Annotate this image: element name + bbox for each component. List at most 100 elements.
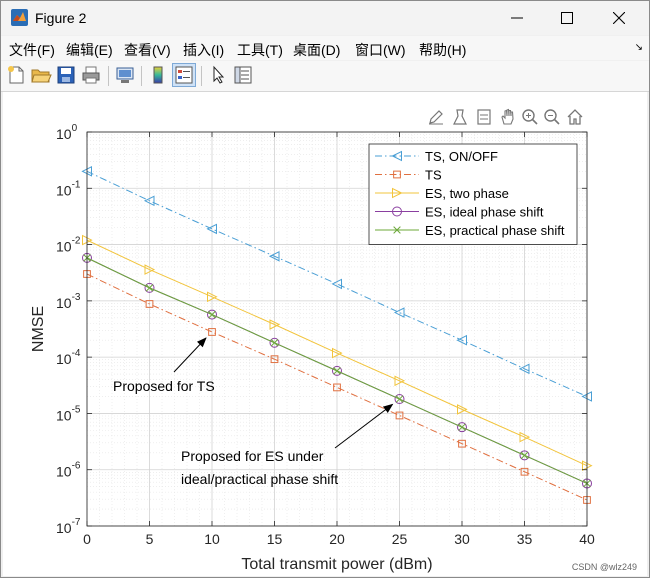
menu-help[interactable]: 帮助(H) [419, 42, 467, 58]
menu-file[interactable]: 文件(F) [9, 42, 55, 58]
data-point [207, 309, 217, 320]
data-point [393, 170, 401, 179]
legend-label: ES, two phase [425, 186, 509, 201]
data-point [520, 467, 529, 476]
data-point [145, 284, 154, 292]
y-tick-label: 10-7 [56, 517, 81, 536]
legend-label: TS [425, 168, 442, 183]
menu-edit[interactable]: 编辑(E) [66, 42, 113, 58]
data-point [144, 282, 155, 293]
series-line [86, 170, 588, 397]
series-5 [83, 254, 591, 488]
matlab-logo-icon [11, 9, 28, 26]
annotation-arrow [173, 337, 207, 373]
data-point [207, 291, 218, 303]
save-icon[interactable] [55, 64, 77, 86]
new-figure-icon[interactable] [5, 64, 27, 86]
data-point [268, 250, 280, 262]
annotation-text: Proposed for TS [113, 378, 215, 394]
series-1 [81, 166, 592, 402]
data-point [518, 363, 530, 375]
figure-canvas: 0 5 10 15 20 25 30 35 40 100 10-1 10-2 10-3 10-4 10-5 1… [3, 92, 647, 576]
menu-view[interactable]: 查看(V) [124, 42, 171, 58]
data-point [269, 337, 280, 348]
data-point [208, 310, 216, 319]
menu-dock-arrow-icon[interactable]: ↘ [634, 42, 643, 53]
edit-icon[interactable] [427, 108, 445, 126]
series-line [86, 239, 588, 467]
y-tick-label: 10-6 [56, 461, 81, 480]
y-tick-label: 10-3 [56, 292, 81, 311]
data-point [395, 395, 404, 403]
data-point [458, 439, 466, 448]
close-icon [613, 12, 625, 24]
data-point [333, 383, 341, 392]
colorbar-icon[interactable] [147, 64, 169, 86]
x-tick-label: 5 [146, 531, 154, 547]
brush-icon[interactable] [451, 108, 469, 126]
x-tick-label: 20 [329, 531, 345, 547]
link-figure-icon[interactable] [114, 64, 136, 86]
window-title: Figure 2 [35, 10, 87, 26]
data-point [270, 355, 279, 364]
x-tick-label: 0 [83, 531, 91, 547]
x-tick-label: 30 [454, 531, 470, 547]
data-point [393, 226, 401, 234]
data-point [392, 206, 402, 217]
toolbar-separator [141, 66, 142, 86]
data-point [331, 278, 342, 290]
legend: TS, ON/OFF TS ES, two phase ES, ideal phase… [368, 143, 578, 245]
data-point [456, 334, 467, 346]
nmse-chart[interactable]: 0 5 10 15 20 25 30 35 40 100 10-1 10-2 10-3 10-4 10-5 1… [3, 92, 647, 576]
data-point [269, 319, 281, 330]
menu-window[interactable]: 窗口(W) [355, 42, 406, 58]
data-point [206, 223, 217, 235]
x-tick-label: 15 [267, 531, 283, 547]
data-point [458, 423, 466, 431]
pointer-icon[interactable] [207, 64, 229, 86]
legend-label: ES, ideal phase shift [425, 205, 544, 220]
legend-label: TS, ON/OFF [425, 149, 498, 164]
zoom-in-icon[interactable] [521, 108, 539, 126]
series-line [86, 273, 588, 501]
data-point [457, 404, 468, 415]
x-tick-label: 10 [204, 531, 220, 547]
pan-icon[interactable] [499, 108, 517, 126]
zoom-out-icon[interactable] [543, 108, 561, 126]
y-axis-label: NMSE [30, 306, 47, 352]
y-tick-label: 10-5 [56, 404, 81, 423]
data-point [395, 411, 404, 420]
datatip-icon[interactable] [475, 108, 493, 126]
menu-desktop[interactable]: 桌面(D) [293, 42, 341, 58]
property-inspector-icon[interactable] [232, 64, 254, 86]
legend-box [368, 143, 578, 245]
print-icon[interactable] [80, 64, 102, 86]
y-tick-label: 10-2 [56, 236, 81, 255]
data-point [391, 150, 402, 162]
menu-tools[interactable]: 工具(T) [237, 42, 283, 58]
home-icon[interactable] [566, 108, 584, 126]
close-button[interactable] [595, 1, 645, 35]
legend-icon[interactable] [172, 63, 196, 87]
annotation-text: Proposed for ES under [181, 448, 324, 464]
series-3 [82, 234, 593, 471]
data-point [208, 328, 216, 336]
data-point [393, 307, 405, 318]
data-point [394, 394, 405, 405]
menu-insert[interactable]: 插入(I) [183, 42, 225, 58]
maximize-button[interactable] [543, 1, 593, 35]
data-point [457, 422, 467, 433]
figure-toolbar [1, 61, 649, 92]
toolbar-separator [201, 66, 202, 86]
open-folder-icon[interactable] [30, 64, 52, 86]
data-point [332, 365, 342, 376]
data-point [144, 264, 156, 275]
data-point [520, 451, 529, 460]
minimize-button[interactable] [493, 1, 543, 35]
y-tick-label: 10-4 [56, 348, 81, 367]
x-tick-label: 40 [579, 531, 595, 547]
x-axis-label: Total transmit power (dBm) [241, 556, 432, 573]
title-bar: Figure 2 [1, 1, 649, 35]
annotation-text: ideal/practical phase shift [181, 471, 338, 487]
